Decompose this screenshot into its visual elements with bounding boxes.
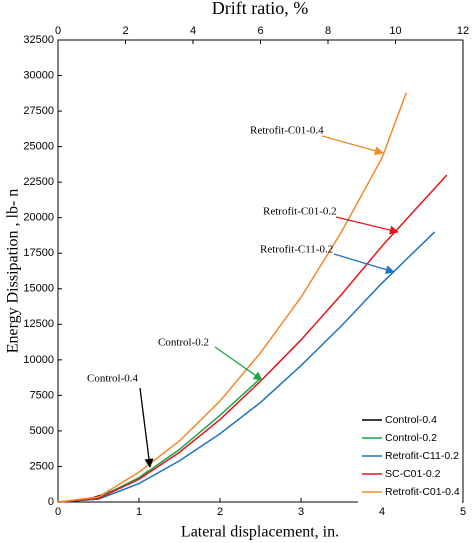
y-tick-label: 27500 <box>23 105 54 117</box>
y-tick-label: 17500 <box>23 247 54 259</box>
annotation: Retrofit-C01-0.2 <box>263 206 337 218</box>
legend-label: Control-0.4 <box>385 414 437 426</box>
series-line <box>57 174 448 503</box>
annotation: Control-0.2 <box>158 337 209 349</box>
series-line <box>57 377 262 503</box>
top-axis-title: Drift ratio, % <box>212 0 308 18</box>
annotation: Retrofit-C11-0.2 <box>260 244 333 256</box>
y-tick-label: 20000 <box>23 212 54 224</box>
legend-label: SC-C01-0.2 <box>385 468 441 480</box>
annotation-arrow <box>321 135 384 156</box>
x-tick-label: 3 <box>298 506 304 518</box>
x-tick-label: 5 <box>460 506 466 518</box>
y-tick-label: 15000 <box>23 283 54 295</box>
legend-label: Retrofit-C01-0.4 <box>385 486 460 498</box>
y-tick-label: 0 <box>48 496 54 508</box>
annotation-arrow <box>214 346 263 381</box>
top-tick-label: 6 <box>257 25 263 37</box>
legend-label: Retrofit-C11-0.2 <box>385 450 459 462</box>
y-tick-label: 12500 <box>23 318 54 330</box>
x-axis-title: Lateral displacement, in. <box>181 524 339 541</box>
top-tick-label: 0 <box>55 25 61 37</box>
y-tick-label: 2500 <box>30 460 54 472</box>
y-tick-label: 32500 <box>23 34 54 46</box>
annotation-arrow <box>335 216 399 235</box>
y-tick-label: 5000 <box>30 425 54 437</box>
series-line <box>57 92 408 503</box>
x-tick-label: 1 <box>136 506 142 518</box>
y-tick-label: 30000 <box>23 69 54 81</box>
top-tick-label: 10 <box>389 25 401 37</box>
legend-label: Control-0.2 <box>385 432 437 444</box>
x-tick-label: 4 <box>379 506 385 518</box>
y-axis-title: Energy Dissipation , lb- n <box>5 189 22 354</box>
x-tick-label: 0 <box>55 506 61 518</box>
series-line <box>57 231 436 503</box>
legend-box <box>358 410 462 504</box>
top-tick-label: 8 <box>325 25 331 37</box>
top-tick-label: 4 <box>190 25 196 37</box>
y-tick-label: 7500 <box>30 389 54 401</box>
annotation-arrow <box>333 253 395 275</box>
y-tick-label: 10000 <box>23 354 54 366</box>
top-tick-label: 12 <box>457 25 469 37</box>
annotation: Control-0.4 <box>87 373 139 385</box>
annotation: Retrofit-C01-0.4 <box>250 125 324 137</box>
annotation-arrow <box>139 387 154 468</box>
y-tick-label: 25000 <box>23 141 54 153</box>
top-tick-label: 2 <box>122 25 128 37</box>
x-tick-label: 2 <box>217 506 223 518</box>
y-tick-label: 22500 <box>23 176 54 188</box>
